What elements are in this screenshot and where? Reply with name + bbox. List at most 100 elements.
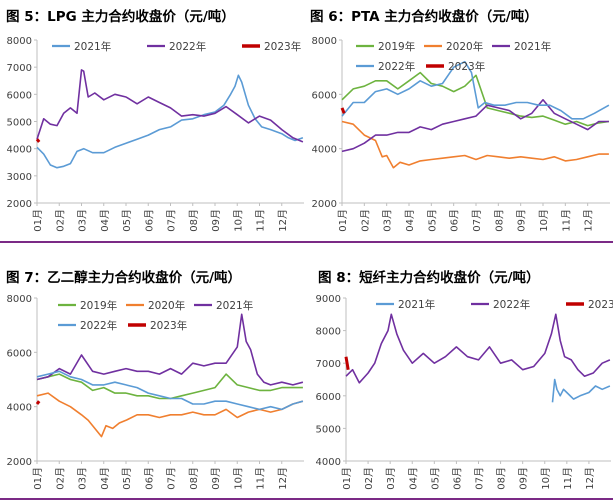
x-tick-label: 05月 [121,209,133,232]
y-tick-label: 6000 [7,348,32,359]
row-divider-bottom [0,498,613,500]
x-tick-label: 10月 [232,467,244,490]
y-tick-label: 6000 [7,90,32,101]
y-tick-label: 3000 [7,172,32,183]
series-line-2021 [36,74,304,169]
y-tick-label: 4000 [7,145,32,156]
x-tick-label: 07月 [166,209,178,232]
legend-label: 2020年 [148,299,185,312]
legend-label: 2019年 [80,299,117,312]
x-tick-label: 04月 [99,209,111,232]
x-tick-label: 07月 [166,467,178,490]
x-tick-label: 06月 [143,467,155,490]
legend-label: 2023年 [588,298,613,311]
chart-lpg: 2000 3000 4000 5000 6000 7000 8000 01月 02月 03月 04月… [7,36,304,232]
chart-title-pta: 图 6：PTA 主力合约收盘价（元/吨） [310,9,538,25]
series-line-2020 [341,120,609,169]
x-tick-label: 08月 [493,209,505,232]
x-tick-label: 11月 [255,467,267,490]
y-tick-label: 2000 [312,199,337,210]
y-tick-label: 2000 [7,199,32,210]
x-tick-label: 12月 [583,209,595,232]
y-tick-label: 2000 [7,457,32,468]
x-tick-label: 08月 [188,467,200,490]
y-tick-label: 6000 [312,90,337,101]
legend-label: 2022年 [169,40,206,53]
series-line-2022 [341,60,610,120]
x-tick-label: 02月 [363,467,375,490]
x-tick-label: 11月 [560,209,572,232]
x-tick-label: 09月 [518,467,530,490]
legend-label: 2021年 [74,40,111,53]
series-line-2022 [36,370,304,411]
x-tick-label: 12月 [277,209,289,232]
y-tick-label: 8000 [316,327,341,338]
x-tick-label: 11月 [562,467,574,490]
legend-label: 2019年 [378,40,415,53]
x-tick-label: 01月 [341,467,353,490]
series-line-2023 [340,107,346,114]
x-tick-label: 01月 [337,209,349,232]
x-tick-label: 12月 [277,467,289,490]
x-tick-label: 10月 [540,467,552,490]
y-tick-label: 8000 [7,294,32,305]
legend-label: 2021年 [514,40,551,53]
chart-title-meg: 图 7：乙二醇主力合约收盘价（元/吨） [6,270,242,286]
x-tick-label: 01月 [32,467,44,490]
legend-label: 2023年 [448,60,485,73]
x-tick-label: 02月 [359,209,371,232]
x-tick-label: 09月 [210,467,222,490]
x-tick-label: 08月 [188,209,200,232]
x-tick-label: 07月 [471,209,483,232]
y-tick-label: 7000 [316,359,341,370]
legend-label: 2023年 [264,40,301,53]
x-tick-label: 05月 [429,467,441,490]
legend-label: 2021年 [398,298,435,311]
x-tick-label: 04月 [404,209,416,232]
chart-psf: 4000 5000 6000 7000 8000 9000 01月 02月 03月 04月 05月 0… [316,294,613,490]
x-tick-label: 03月 [77,209,89,232]
x-tick-label: 06月 [143,209,155,232]
series-line-2021 [341,99,609,153]
legend-label: 2023年 [150,319,187,332]
row-divider-top [0,241,613,243]
series-line-2019 [341,71,610,127]
x-tick-label: 06月 [449,209,461,232]
x-tick-label: 09月 [516,209,528,232]
y-tick-label: 5000 [7,118,32,129]
x-tick-label: 03月 [77,467,89,490]
series-line-2022 [345,313,611,384]
x-tick-label: 03月 [382,209,394,232]
series-line-2021 [551,378,611,403]
series-line-2021 [36,313,304,386]
y-tick-label: 4000 [7,403,32,414]
y-tick-label: 8000 [312,36,337,47]
chart-meg: 2000 4000 6000 8000 01月 02月 03月 04月 05月 06月 07月 08月… [7,294,304,490]
x-tick-label: 04月 [407,467,419,490]
x-tick-label: 03月 [385,467,397,490]
y-tick-label: 9000 [316,294,341,305]
series-line-2023 [35,400,41,405]
x-tick-label: 05月 [121,467,133,490]
x-tick-label: 10月 [232,209,244,232]
series-line-2023 [35,138,41,143]
x-tick-label: 01月 [32,209,44,232]
x-tick-label: 05月 [426,209,438,232]
chart-title-psf: 图 8：短纤主力合约收盘价（元/吨） [318,270,540,286]
y-tick-label: 4000 [312,145,337,156]
x-tick-label: 04月 [99,467,111,490]
x-tick-label: 02月 [54,467,66,490]
series-line-2023 [344,356,350,370]
chart-pta: 2000 4000 6000 8000 01月 02月 03月 04月 05月 06月 07月 08月… [312,36,610,232]
legend-label: 2022年 [493,298,530,311]
x-tick-label: 10月 [538,209,550,232]
x-tick-label: 12月 [584,467,596,490]
y-tick-label: 4000 [316,457,341,468]
x-tick-label: 11月 [255,209,267,232]
legend-label: 2020年 [446,40,483,53]
y-tick-label: 6000 [316,392,341,403]
y-tick-label: 8000 [7,36,32,47]
legend-label: 2022年 [378,60,415,73]
x-tick-label: 09月 [210,209,222,232]
chart-title-lpg: 图 5：LPG 主力合约收盘价（元/吨） [6,9,235,25]
